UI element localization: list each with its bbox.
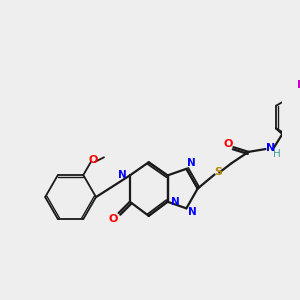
Text: N: N (188, 207, 196, 217)
Text: N: N (266, 143, 275, 153)
Text: F: F (296, 80, 300, 90)
Text: O: O (223, 140, 232, 149)
Text: H: H (273, 149, 280, 159)
Text: O: O (108, 214, 118, 224)
Text: S: S (214, 167, 222, 177)
Text: N: N (187, 158, 195, 168)
Text: N: N (118, 170, 127, 180)
Text: N: N (171, 197, 179, 207)
Text: O: O (89, 155, 98, 165)
